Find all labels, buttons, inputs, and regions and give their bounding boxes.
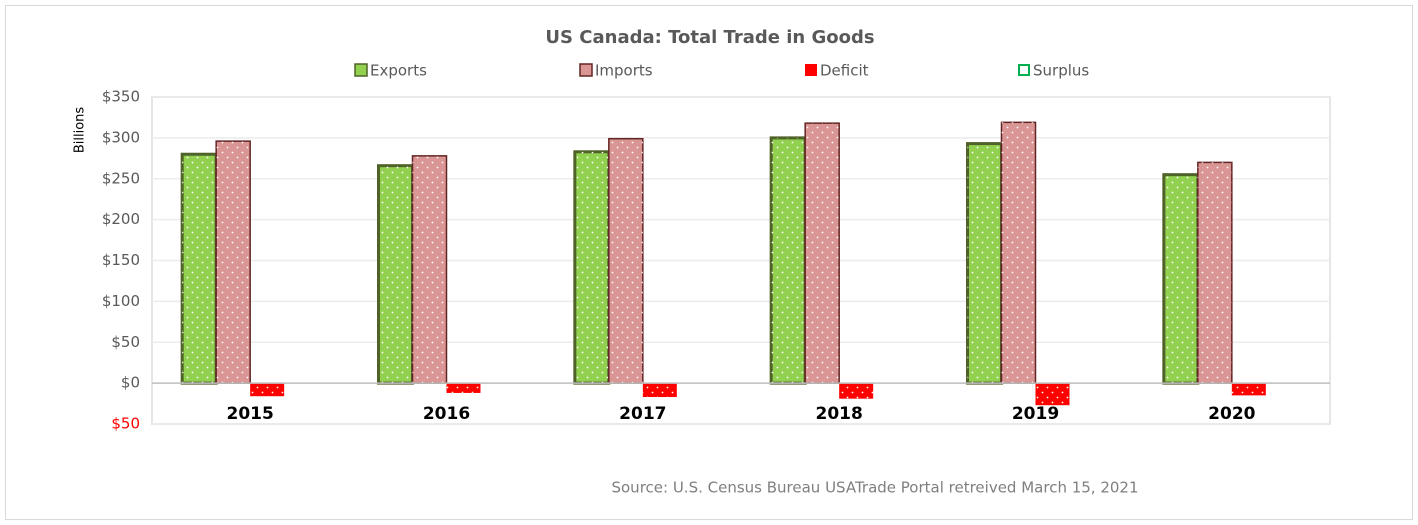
y-tick-label: $0 — [121, 374, 140, 392]
legend-swatch — [579, 63, 593, 77]
legend-label: Surplus — [1033, 62, 1089, 80]
bar-pattern — [771, 137, 806, 384]
bar-pattern — [1001, 122, 1036, 384]
bar-pattern — [574, 151, 609, 384]
y-tick-label: $200 — [102, 210, 140, 228]
legend-swatch — [354, 63, 368, 77]
legend-swatch — [805, 64, 817, 76]
chart-title: US Canada: Total Trade in Goods — [545, 27, 874, 48]
x-tick-label: 2019 — [1012, 404, 1059, 424]
bar-pattern — [378, 165, 413, 384]
legend-label: Exports — [370, 62, 427, 80]
x-tick-label: 2017 — [619, 404, 666, 424]
y-tick-label: $350 — [102, 88, 140, 106]
bar-pattern — [216, 141, 251, 384]
x-tick-label: 2020 — [1208, 404, 1255, 424]
bar-pattern — [1163, 174, 1198, 384]
bar-pattern — [1231, 383, 1266, 396]
bar-pattern — [805, 123, 840, 384]
bar-pattern — [642, 383, 677, 398]
source-note: Source: U.S. Census Bureau USATrade Port… — [611, 479, 1138, 497]
legend-swatch — [1018, 64, 1030, 76]
y-tick-label: $150 — [102, 251, 140, 269]
x-tick-label: 2016 — [423, 404, 470, 424]
bar-pattern — [446, 383, 481, 393]
legend-label: Imports — [595, 62, 653, 80]
bar-pattern — [250, 383, 285, 397]
y-tick-label: $50 — [111, 415, 140, 433]
y-tick-label: $300 — [102, 128, 140, 146]
x-tick-label: 2018 — [816, 404, 863, 424]
y-tick-label: $50 — [111, 333, 140, 351]
bar-pattern — [412, 155, 447, 384]
legend-label: Deficit — [820, 62, 869, 80]
bar-pattern — [839, 383, 874, 399]
y-tick-label: $100 — [102, 292, 140, 310]
bar-pattern — [967, 143, 1002, 384]
x-tick-label: 2015 — [227, 404, 274, 424]
bar-pattern — [1035, 383, 1070, 406]
bar-pattern — [608, 138, 643, 384]
y-tick-label: $250 — [102, 169, 140, 187]
bar-pattern — [1197, 162, 1232, 384]
y-axis-label: Billions — [73, 107, 88, 154]
bar-pattern — [182, 154, 217, 384]
